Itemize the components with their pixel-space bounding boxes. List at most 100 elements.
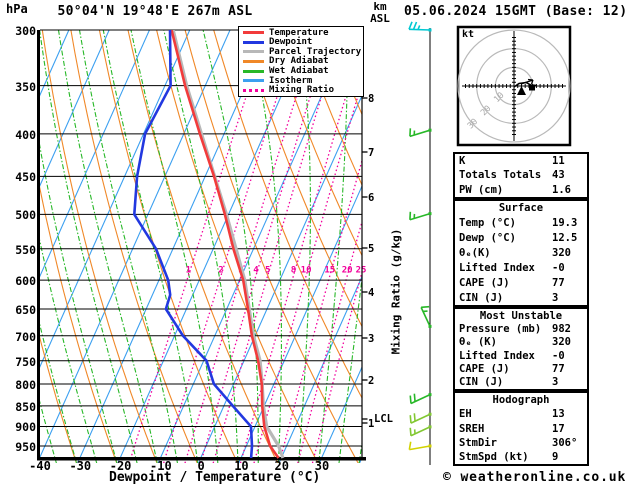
stats-label: θₑ(K) bbox=[459, 247, 491, 259]
wet-adiabat-line bbox=[78, 30, 178, 463]
stats-label: Dewp (°C) bbox=[459, 232, 516, 245]
legend-item: Temperature bbox=[239, 27, 363, 38]
isotherm-line bbox=[40, 30, 231, 459]
stats-row: StmSpd (kt) 9 bbox=[455, 450, 587, 464]
wet-adiabat-line bbox=[40, 30, 138, 463]
temperature-curve bbox=[170, 30, 280, 459]
stats-row: Lifted Index -0 bbox=[455, 349, 587, 362]
altitude-axis-unit-asl: ASL bbox=[370, 12, 390, 25]
mixing-ratio-value-label: 4 bbox=[253, 266, 259, 276]
stats-row: CAPE (J) 77 bbox=[455, 362, 587, 375]
legend-item: Mixing Ratio bbox=[239, 85, 363, 95]
legend-item-label: Dry Adiabat bbox=[269, 56, 329, 67]
legend-sample-line bbox=[243, 50, 264, 54]
isotherm-line bbox=[40, 30, 110, 187]
legend-sample-line bbox=[243, 69, 264, 73]
mixing-ratio-value-label: 20 bbox=[342, 266, 353, 276]
wind-barb bbox=[408, 21, 432, 32]
pressure-tick-label: 500 bbox=[15, 208, 36, 223]
stats-label: Pressure (mb) bbox=[459, 322, 542, 335]
sounding-curves bbox=[132, 30, 285, 459]
height-tick-label: 6 bbox=[368, 191, 375, 204]
datetime-title: 05.06.2024 15GMT (Base: 12) bbox=[404, 4, 628, 19]
stats-row: StmDir 306° bbox=[455, 436, 587, 450]
copyright-link[interactable]: © weatheronline.co.uk bbox=[443, 470, 627, 485]
mixing-ratio-axis-label: Mixing Ratio (g/kg) bbox=[389, 228, 403, 355]
stats-label: CAPE (J) bbox=[459, 362, 510, 375]
stats-label: Totals Totals bbox=[459, 169, 542, 182]
mixing-ratio-line bbox=[311, 269, 362, 463]
stats-label: CIN (J) bbox=[459, 376, 504, 389]
stats-label: θₑ (K) bbox=[459, 336, 497, 349]
stats-row: EH 13 bbox=[455, 407, 587, 421]
dry-adiabat-line bbox=[40, 336, 77, 463]
pressure-tick-label: 750 bbox=[15, 354, 36, 369]
legend-item-label: Dewpoint bbox=[269, 37, 313, 48]
wet-adiabat-line bbox=[202, 30, 259, 463]
stats-row: Totals Totals 43 bbox=[455, 168, 587, 182]
wind-barb bbox=[409, 425, 432, 437]
pressure-tick-label: 850 bbox=[15, 399, 36, 414]
parcel-trajectory-curve bbox=[171, 30, 285, 459]
pressure-tick-label: 300 bbox=[15, 24, 36, 38]
stats-value: 3 bbox=[552, 376, 559, 389]
temperature-tick-label: 20 bbox=[274, 459, 289, 473]
mixing-ratio-value-label: 5 bbox=[265, 266, 270, 276]
legend-sample-line bbox=[243, 31, 264, 35]
legend-sample-line bbox=[243, 88, 264, 92]
stats-label: PW (cm) bbox=[459, 183, 504, 196]
wet-adiabat-line bbox=[40, 323, 78, 463]
mixing-ratio-line bbox=[184, 39, 315, 463]
hodograph-unit-label: kt bbox=[462, 29, 475, 40]
wet-adiabat-line bbox=[163, 30, 239, 463]
stats-row: SREH 17 bbox=[455, 421, 587, 435]
temperature-tick-label: 10 bbox=[234, 459, 249, 473]
wet-adiabat-line bbox=[298, 30, 311, 463]
pressure-tick-label: 450 bbox=[15, 170, 36, 185]
stats-label: CIN (J) bbox=[459, 291, 504, 304]
dry-adiabat-line bbox=[270, 30, 362, 257]
mixing-ratio-line bbox=[239, 39, 362, 463]
wet-adiabat-line bbox=[57, 30, 158, 463]
pressure-tick-label: 950 bbox=[15, 440, 36, 454]
stats-label: Lifted Index bbox=[459, 349, 535, 362]
hodograph-storm-vector bbox=[520, 79, 534, 85]
dry-adiabat-line bbox=[298, 30, 362, 187]
mixing-ratio-value-label: 1 bbox=[186, 266, 191, 276]
lcl-marker-label: LCL bbox=[374, 413, 393, 425]
legend-item-label: Wet Adiabat bbox=[269, 66, 329, 77]
stats-row: Dewp (°C) 12.5 bbox=[455, 231, 587, 246]
isotherm-line bbox=[197, 94, 362, 463]
hodograph-storm-marker-square bbox=[529, 84, 535, 91]
wind-barb-base bbox=[428, 412, 432, 416]
hodograph-storm-marker-triangle bbox=[517, 86, 526, 95]
stats-row: θₑ(K) 320 bbox=[455, 246, 587, 261]
height-tick-label: 1 bbox=[368, 417, 375, 430]
plot-frame bbox=[37, 30, 368, 461]
wind-barb bbox=[409, 128, 432, 138]
stats-value: 43 bbox=[552, 169, 565, 182]
legend-item: Dry Adiabat bbox=[239, 56, 363, 67]
legend-item: Dewpoint bbox=[239, 37, 363, 48]
plot-left-axis bbox=[37, 30, 40, 460]
stats-value: 11 bbox=[552, 155, 565, 168]
wind-barb bbox=[420, 305, 432, 328]
height-tick-label: 8 bbox=[368, 92, 375, 105]
wind-barb bbox=[409, 393, 432, 405]
stats-label: Lifted Index bbox=[459, 261, 535, 274]
isotherm-line bbox=[238, 184, 362, 463]
wind-barb bbox=[409, 412, 432, 424]
wet-adiabat-line bbox=[130, 30, 219, 463]
temperature-tick-label: -10 bbox=[150, 459, 172, 473]
legend-sample-line bbox=[243, 79, 264, 83]
stats-row: CAPE (J) 77 bbox=[455, 275, 587, 290]
pressure-tick-label: 800 bbox=[15, 377, 36, 392]
isotherm-line bbox=[157, 30, 352, 463]
pressure-tick-label: 400 bbox=[15, 127, 36, 142]
height-tick-label: 7 bbox=[368, 146, 375, 159]
legend-item-label: Temperature bbox=[269, 27, 329, 38]
legend-sample-line bbox=[243, 59, 264, 63]
dewpoint-curve bbox=[132, 30, 254, 459]
stats-table-title: Surface bbox=[498, 202, 544, 215]
